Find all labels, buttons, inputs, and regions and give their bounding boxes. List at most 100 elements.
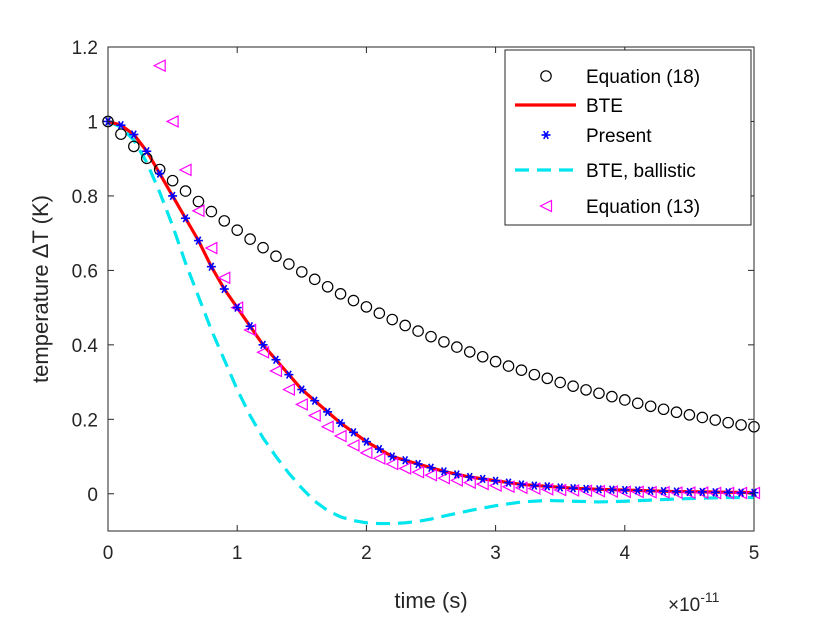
data-point-present [723, 487, 733, 497]
data-point-present [633, 486, 643, 495]
data-point-equation-18 [205, 205, 218, 218]
legend-swatch [541, 130, 551, 140]
data-point-present [374, 444, 384, 454]
y-tick-label: 0 [87, 485, 98, 506]
data-point-present [116, 120, 126, 130]
y-tick-label: 0.4 [72, 336, 99, 357]
data-point-equation-13 [152, 59, 166, 73]
data-point-present [413, 459, 423, 469]
data-point-present [219, 284, 229, 294]
data-point-equation-13 [437, 471, 451, 485]
x-axis-label: time (s) [394, 588, 467, 613]
data-point-equation-13 [191, 204, 205, 218]
data-point-equation-18 [244, 233, 256, 245]
data-point-equation-18 [463, 346, 476, 358]
data-point-equation-18 [270, 250, 282, 263]
y-tick-label: 1 [87, 112, 98, 133]
data-point-equation-13 [449, 473, 463, 487]
data-point-equation-13 [488, 479, 502, 493]
data-point-equation-18 [321, 280, 334, 293]
data-point-present [271, 355, 281, 365]
legend-entry-bte-ballistic: BTE, ballistic [515, 161, 696, 182]
data-point-present [155, 169, 165, 178]
y-tick-label: 0.8 [72, 187, 98, 208]
data-point-present [646, 486, 656, 496]
data-point-present [387, 452, 397, 461]
data-point-equation-13 [307, 409, 321, 423]
data-point-present [181, 213, 191, 223]
legend-entry-present: Present [541, 126, 652, 147]
data-point-equation-18 [670, 406, 683, 419]
data-point-equation-18 [735, 419, 747, 431]
legend-label: BTE, ballistic [586, 161, 696, 182]
data-point-equation-18 [140, 152, 153, 165]
x-tick-label: 5 [749, 543, 760, 564]
data-point-equation-13 [372, 451, 386, 465]
data-point-equation-18 [722, 416, 734, 429]
data-point-present [555, 483, 565, 492]
data-point-equation-18 [631, 397, 644, 410]
data-point-equation-18 [451, 341, 463, 353]
data-point-equation-13 [475, 477, 489, 491]
labels-layer: time (s) temperature ΔT (K) ×10-11 [28, 195, 720, 616]
data-point-equation-18 [438, 336, 450, 348]
data-point-equation-18 [657, 403, 670, 416]
data-point-present [193, 236, 203, 245]
data-point-equation-13 [385, 457, 399, 471]
data-point-present [736, 488, 746, 497]
data-point-equation-18 [128, 140, 140, 153]
legend-entry-equation-13: Equation (13) [539, 197, 700, 218]
data-point-present [478, 474, 488, 484]
data-point-present [258, 340, 268, 350]
data-point-present [568, 483, 578, 493]
data-point-equation-13 [424, 468, 438, 482]
data-point-equation-13 [256, 345, 270, 359]
data-point-equation-13 [656, 485, 670, 499]
data-point-equation-13 [294, 397, 308, 411]
y-tick-label: 0.2 [72, 410, 98, 431]
data-point-equation-18 [567, 380, 579, 392]
data-point-equation-18 [683, 409, 696, 421]
data-point-equation-13 [217, 271, 231, 285]
data-point-equation-18 [295, 266, 308, 278]
data-point-equation-13 [282, 383, 295, 396]
data-point-equation-18 [399, 319, 411, 332]
data-point-equation-13 [669, 486, 683, 500]
data-point-equation-18 [476, 350, 489, 363]
data-point-present [516, 480, 526, 489]
data-point-present [297, 385, 307, 394]
x-exponent-base: ×10 [668, 595, 700, 616]
data-point-equation-18 [412, 325, 424, 337]
data-point-present [620, 485, 630, 495]
plot-frame [107, 46, 755, 532]
data-point-equation-18 [360, 301, 373, 313]
x-tick-label: 4 [620, 543, 631, 564]
data-point-equation-18 [489, 355, 502, 368]
data-point-equation-18 [515, 364, 528, 376]
data-point-present [284, 370, 294, 379]
data-point-equation-13 [346, 438, 360, 452]
data-point-present [659, 486, 669, 496]
data-point-equation-18 [231, 224, 243, 236]
data-point-present [129, 130, 139, 139]
data-point-equation-13 [269, 364, 283, 378]
series-bte-ballistic [107, 119, 754, 526]
data-point-present [400, 455, 410, 465]
x-exponent-power: -11 [700, 589, 719, 605]
data-point-equation-18 [115, 128, 127, 140]
legend: Equation (18) BTE Present BTE, ballistic Equ… [504, 49, 752, 226]
data-point-present [232, 303, 242, 312]
data-point-equation-18 [257, 241, 269, 254]
data-point-equation-18 [386, 313, 399, 326]
data-point-present [206, 262, 216, 271]
data-point-equation-18 [502, 360, 515, 372]
data-point-equation-18 [218, 215, 231, 227]
data-point-equation-18 [580, 384, 592, 396]
data-point-present [323, 407, 333, 417]
data-point-equation-13 [708, 486, 722, 500]
data-point-equation-13 [721, 486, 735, 500]
data-point-present [594, 485, 604, 494]
legend-label: Equation (18) [586, 67, 700, 88]
data-point-equation-18 [696, 411, 709, 424]
